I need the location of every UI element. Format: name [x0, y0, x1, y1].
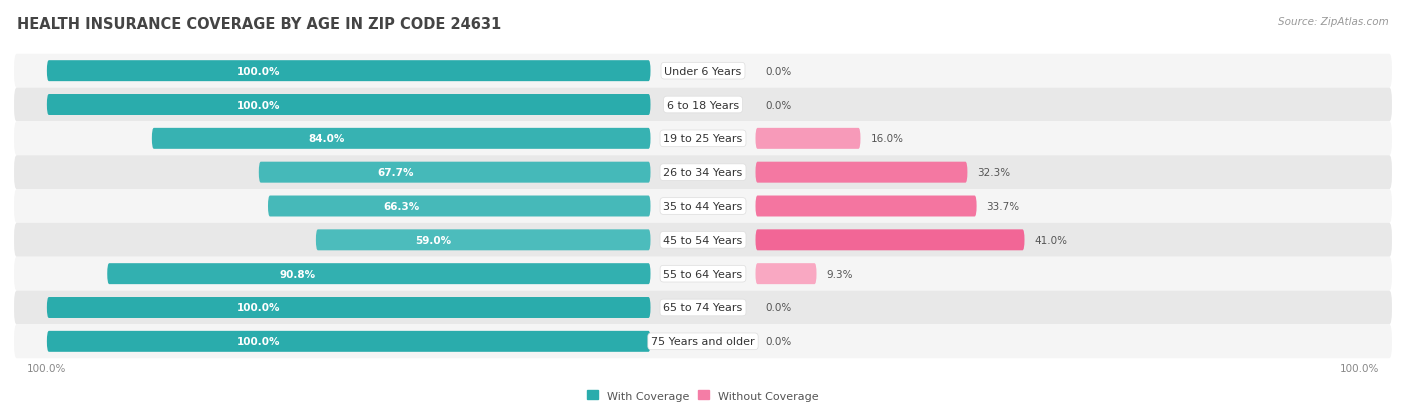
FancyBboxPatch shape	[14, 88, 1392, 122]
Text: 16.0%: 16.0%	[870, 134, 903, 144]
Text: 75 Years and older: 75 Years and older	[651, 337, 755, 347]
FancyBboxPatch shape	[14, 190, 1392, 223]
Text: 67.7%: 67.7%	[378, 168, 415, 178]
FancyBboxPatch shape	[14, 223, 1392, 257]
Text: 32.3%: 32.3%	[977, 168, 1011, 178]
FancyBboxPatch shape	[14, 55, 1392, 88]
FancyBboxPatch shape	[316, 230, 651, 251]
Text: 0.0%: 0.0%	[765, 303, 792, 313]
FancyBboxPatch shape	[269, 196, 651, 217]
Text: 100.0%: 100.0%	[236, 337, 280, 347]
FancyBboxPatch shape	[755, 263, 817, 285]
Text: 100.0%: 100.0%	[27, 363, 66, 373]
Text: 59.0%: 59.0%	[415, 235, 451, 245]
Text: 26 to 34 Years: 26 to 34 Years	[664, 168, 742, 178]
Text: Under 6 Years: Under 6 Years	[665, 66, 741, 76]
FancyBboxPatch shape	[46, 95, 651, 116]
FancyBboxPatch shape	[259, 162, 651, 183]
FancyBboxPatch shape	[46, 297, 651, 318]
Text: 55 to 64 Years: 55 to 64 Years	[664, 269, 742, 279]
Text: 9.3%: 9.3%	[827, 269, 853, 279]
FancyBboxPatch shape	[46, 61, 651, 82]
Text: 100.0%: 100.0%	[236, 303, 280, 313]
FancyBboxPatch shape	[14, 291, 1392, 325]
FancyBboxPatch shape	[152, 128, 651, 150]
Text: 0.0%: 0.0%	[765, 66, 792, 76]
Text: 33.7%: 33.7%	[987, 202, 1019, 211]
Legend: With Coverage, Without Coverage: With Coverage, Without Coverage	[582, 386, 824, 405]
FancyBboxPatch shape	[14, 122, 1392, 156]
Text: 45 to 54 Years: 45 to 54 Years	[664, 235, 742, 245]
FancyBboxPatch shape	[755, 230, 1025, 251]
Text: 100.0%: 100.0%	[236, 100, 280, 110]
Text: Source: ZipAtlas.com: Source: ZipAtlas.com	[1278, 17, 1389, 26]
FancyBboxPatch shape	[107, 263, 651, 285]
Text: 84.0%: 84.0%	[308, 134, 344, 144]
Text: 90.8%: 90.8%	[280, 269, 315, 279]
FancyBboxPatch shape	[755, 162, 967, 183]
Text: 35 to 44 Years: 35 to 44 Years	[664, 202, 742, 211]
Text: 0.0%: 0.0%	[765, 100, 792, 110]
Text: 0.0%: 0.0%	[765, 337, 792, 347]
FancyBboxPatch shape	[755, 196, 977, 217]
FancyBboxPatch shape	[46, 331, 651, 352]
Text: 6 to 18 Years: 6 to 18 Years	[666, 100, 740, 110]
FancyBboxPatch shape	[755, 128, 860, 150]
Text: HEALTH INSURANCE COVERAGE BY AGE IN ZIP CODE 24631: HEALTH INSURANCE COVERAGE BY AGE IN ZIP …	[17, 17, 501, 31]
Text: 19 to 25 Years: 19 to 25 Years	[664, 134, 742, 144]
Text: 41.0%: 41.0%	[1035, 235, 1067, 245]
FancyBboxPatch shape	[14, 257, 1392, 291]
Text: 100.0%: 100.0%	[236, 66, 280, 76]
FancyBboxPatch shape	[14, 156, 1392, 190]
Text: 65 to 74 Years: 65 to 74 Years	[664, 303, 742, 313]
Text: 66.3%: 66.3%	[384, 202, 420, 211]
FancyBboxPatch shape	[14, 325, 1392, 358]
Text: 100.0%: 100.0%	[1340, 363, 1379, 373]
